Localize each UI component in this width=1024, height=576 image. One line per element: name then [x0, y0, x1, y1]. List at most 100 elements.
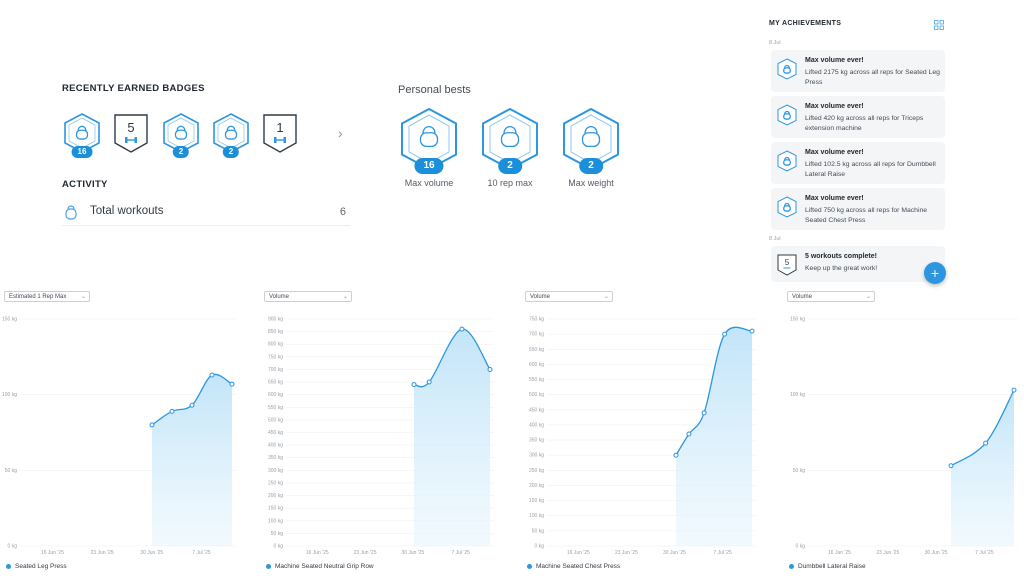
data-point[interactable] — [686, 431, 692, 437]
x-tick-label: 7 Jul '25 — [975, 550, 994, 556]
chevron-down-icon: ⌄ — [80, 294, 86, 300]
badge-number: 5 — [127, 120, 134, 135]
data-point[interactable] — [948, 463, 954, 469]
personal-best-badge[interactable]: 16 — [401, 108, 457, 174]
achievement-card[interactable]: 5 5 workouts complete! Keep up the great w… — [771, 246, 945, 282]
kettlebell-icon — [174, 125, 188, 140]
hex-badge[interactable]: 2 — [213, 113, 249, 158]
activity-title: ACTIVITY — [62, 179, 108, 190]
data-point[interactable] — [673, 452, 679, 458]
x-tick-label: 7 Jul '25 — [713, 550, 732, 556]
data-point[interactable] — [722, 331, 728, 337]
y-tick-label: 150 kg — [2, 317, 17, 323]
hex-badge[interactable]: 2 — [163, 113, 199, 158]
y-tick-label: 50 kg — [5, 468, 17, 474]
y-tick-label: 0 kg — [274, 544, 284, 550]
x-tick-label: 30 Jun '25 — [925, 550, 948, 556]
y-tick-label: 400 kg — [268, 443, 283, 449]
data-point[interactable] — [701, 410, 707, 416]
achievement-description: Lifted 750 kg across all reps for Machin… — [805, 207, 928, 224]
achievement-title: Max volume ever! — [805, 103, 864, 110]
personal-best-badge[interactable]: 2 — [563, 108, 619, 174]
achievement-date: 8 Jul — [769, 236, 781, 242]
x-tick-label: 30 Jun '25 — [663, 550, 686, 556]
data-point[interactable] — [229, 381, 235, 387]
achievement-card[interactable]: Max volume ever! Lifted 2175 kg across al… — [771, 50, 945, 92]
legend-dot — [6, 563, 11, 569]
y-tick-label: 0 kg — [535, 544, 545, 550]
data-point[interactable] — [459, 326, 465, 332]
y-tick-label: 500 kg — [529, 392, 544, 398]
svg-text:5: 5 — [785, 258, 790, 267]
y-tick-label: 450 kg — [529, 407, 544, 413]
chevron-right-icon[interactable]: › — [338, 125, 343, 141]
achievement-title: Max volume ever! — [805, 195, 864, 202]
y-tick-label: 650 kg — [529, 347, 544, 353]
legend-label: Machine Seated Chest Press — [536, 563, 621, 570]
metric-select[interactable]: Volume ⌄ — [525, 291, 613, 302]
x-tick-label: 23 Jun '25 — [354, 550, 377, 556]
y-tick-label: 100 kg — [790, 392, 805, 398]
data-point[interactable] — [209, 372, 215, 378]
y-tick-label: 750 kg — [529, 317, 544, 323]
data-point[interactable] — [149, 422, 155, 428]
data-point[interactable] — [1011, 387, 1017, 393]
data-point[interactable] — [189, 402, 195, 408]
metric-select[interactable]: Volume ⌄ — [787, 291, 875, 302]
y-tick-label: 350 kg — [268, 455, 283, 461]
achievement-description: Lifted 2175 kg across all reps for Seate… — [805, 69, 940, 86]
kettlebell-icon — [783, 110, 791, 120]
kettlebell-icon — [65, 205, 77, 220]
hex-badge[interactable]: 16 — [64, 113, 100, 158]
y-tick-label: 800 kg — [268, 342, 283, 348]
metric-select-value: Estimated 1 Rep Max — [9, 294, 67, 300]
y-tick-label: 700 kg — [529, 332, 544, 338]
metric-select-value: Volume — [269, 294, 290, 300]
x-tick-label: 16 Jun '25 — [306, 550, 329, 556]
y-tick-label: 750 kg — [268, 354, 283, 360]
achievement-card[interactable]: Max volume ever! Lifted 102.5 kg across a… — [771, 142, 945, 184]
data-point[interactable] — [749, 328, 755, 334]
add-button[interactable]: + — [924, 262, 946, 284]
y-tick-label: 200 kg — [529, 483, 544, 489]
data-point[interactable] — [411, 382, 417, 388]
x-tick-label: 30 Jun '25 — [140, 550, 163, 556]
series-area — [414, 328, 490, 546]
data-point[interactable] — [169, 408, 175, 414]
data-point[interactable] — [426, 379, 432, 385]
hex-kettlebell-icon — [777, 196, 797, 218]
series-line — [413, 328, 491, 388]
metric-select[interactable]: Estimated 1 Rep Max ⌄ — [4, 291, 90, 302]
y-tick-label: 150 kg — [529, 498, 544, 504]
personal-best-count: 2 — [579, 158, 603, 174]
badge-count: 16 — [71, 146, 93, 158]
shield-badge[interactable]: 1 — [262, 113, 298, 153]
data-point[interactable] — [487, 366, 493, 372]
badge-count: 2 — [172, 146, 190, 158]
y-tick-label: 650 kg — [268, 380, 283, 386]
x-tick-label: 23 Jun '25 — [91, 550, 114, 556]
y-tick-label: 50 kg — [793, 468, 805, 474]
metric-select-value: Volume — [530, 294, 551, 300]
dumbbell-icon — [125, 137, 137, 143]
y-tick-label: 250 kg — [268, 480, 283, 486]
shield-icon: 5 — [777, 254, 797, 276]
chart-legend: Dumbbell Lateral Raise — [789, 563, 866, 570]
achievement-date: 8 Jul — [769, 40, 781, 46]
metric-select[interactable]: Volume ⌄ — [264, 291, 352, 302]
activity-total-workouts-row[interactable]: Total workouts 6 — [62, 200, 350, 226]
y-tick-label: 50 kg — [532, 528, 544, 534]
grid-icon[interactable] — [934, 20, 944, 30]
achievement-card[interactable]: Max volume ever! Lifted 420 kg across all… — [771, 96, 945, 138]
achievement-card[interactable]: Max volume ever! Lifted 750 kg across all… — [771, 188, 945, 230]
kettlebell-icon — [75, 125, 89, 140]
data-point[interactable] — [983, 440, 989, 446]
personal-best-badge[interactable]: 2 — [482, 108, 538, 174]
legend-dot — [789, 563, 794, 569]
shield-badge[interactable]: 5 — [113, 113, 149, 153]
hex-kettlebell-icon — [777, 150, 797, 172]
y-tick-label: 150 kg — [790, 317, 805, 323]
